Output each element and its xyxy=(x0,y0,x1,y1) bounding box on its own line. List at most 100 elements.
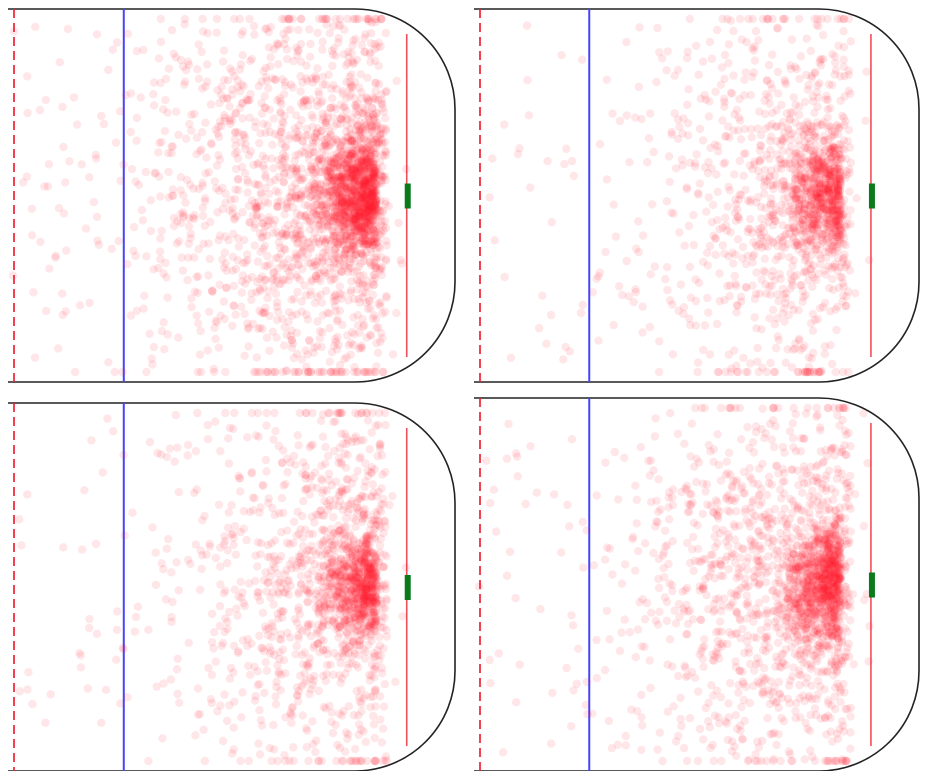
shot-point xyxy=(197,145,206,154)
shot-point xyxy=(366,57,375,67)
shot-point xyxy=(306,243,315,252)
shot-point xyxy=(260,688,269,698)
shot-point xyxy=(258,324,267,334)
shot-point xyxy=(765,154,774,163)
shot-point xyxy=(381,28,390,38)
shot-point xyxy=(214,343,223,352)
shot-point xyxy=(361,209,370,218)
shot-point xyxy=(203,435,213,444)
shot-point xyxy=(350,226,359,235)
shot-point xyxy=(713,187,722,197)
shot-point xyxy=(843,212,852,222)
shot-point xyxy=(721,213,730,222)
shot-point xyxy=(376,196,385,205)
shot-point xyxy=(526,183,535,192)
shot-point xyxy=(346,151,356,161)
shot-point xyxy=(260,92,269,101)
shot-point xyxy=(348,147,357,156)
shot-point xyxy=(255,229,265,238)
shot-point xyxy=(293,349,302,359)
shot-point xyxy=(253,257,262,266)
shot-point xyxy=(347,199,356,208)
shot-point xyxy=(265,346,274,355)
shot-point xyxy=(305,52,315,61)
shot-point xyxy=(732,105,742,115)
shot-point xyxy=(737,35,746,44)
shot-point xyxy=(348,153,357,163)
shot-point xyxy=(683,131,693,140)
shot-point xyxy=(145,329,154,338)
shot-point xyxy=(364,187,373,197)
shot-point xyxy=(272,39,282,48)
shot-point xyxy=(299,496,308,506)
shot-point xyxy=(134,180,144,190)
shot-point xyxy=(343,195,352,204)
shot-point xyxy=(812,165,821,174)
shot-point xyxy=(862,67,871,76)
shot-point xyxy=(706,143,715,153)
shot-point xyxy=(161,96,170,105)
shot-point xyxy=(208,287,217,296)
shot-point xyxy=(226,114,235,123)
shot-point xyxy=(176,173,185,182)
shot-point xyxy=(285,271,295,281)
shot-point xyxy=(362,185,371,194)
shot-point xyxy=(210,628,219,637)
shot-point xyxy=(195,350,205,359)
shot-point xyxy=(346,151,355,160)
shot-point xyxy=(287,343,297,352)
shot-point xyxy=(768,50,777,59)
shot-point xyxy=(323,14,332,24)
shot-point xyxy=(212,14,222,24)
shot-point xyxy=(132,136,141,145)
shot-point xyxy=(351,214,361,223)
shot-point xyxy=(338,320,347,330)
shot-point xyxy=(354,176,364,185)
shot-point xyxy=(365,195,374,204)
shot-point xyxy=(174,333,183,342)
shot-point xyxy=(766,199,775,208)
shot-point xyxy=(350,222,359,231)
shot-point xyxy=(638,231,648,240)
shot-point xyxy=(360,230,369,239)
shot-point xyxy=(370,178,379,187)
shot-point xyxy=(819,230,828,239)
shot-point xyxy=(828,274,837,284)
shot-point xyxy=(293,132,303,142)
shot-point xyxy=(362,202,371,212)
shot-point xyxy=(267,154,276,163)
shot-point xyxy=(276,107,285,117)
shot-point xyxy=(232,148,242,157)
shot-point xyxy=(91,154,101,163)
shot-point xyxy=(845,143,855,152)
shot-point xyxy=(846,37,855,46)
shot-point xyxy=(828,359,837,369)
shot-point xyxy=(243,250,252,259)
shot-point xyxy=(797,182,806,191)
shot-point xyxy=(237,288,246,297)
shot-point xyxy=(377,264,386,273)
shot-point xyxy=(23,72,32,81)
shot-map-panel-top-right xyxy=(474,8,920,383)
shot-point xyxy=(513,149,523,159)
shot-point xyxy=(200,194,210,203)
shot-point xyxy=(297,355,306,364)
shot-point xyxy=(318,80,328,89)
shot-point xyxy=(392,76,401,86)
shot-point xyxy=(665,177,674,187)
shot-point xyxy=(244,342,253,351)
shot-point xyxy=(321,14,331,24)
shot-point xyxy=(302,724,311,733)
shot-point xyxy=(144,756,153,766)
shot-point xyxy=(729,259,738,268)
shot-point xyxy=(360,160,370,169)
shot-point xyxy=(268,327,277,336)
shot-point xyxy=(369,196,378,205)
shot-point xyxy=(81,224,91,233)
shot-point xyxy=(353,321,363,330)
shot-point xyxy=(41,95,50,105)
shot-point xyxy=(75,648,84,658)
shot-point xyxy=(184,60,194,69)
shot-point xyxy=(328,275,337,284)
shot-point xyxy=(258,151,268,160)
